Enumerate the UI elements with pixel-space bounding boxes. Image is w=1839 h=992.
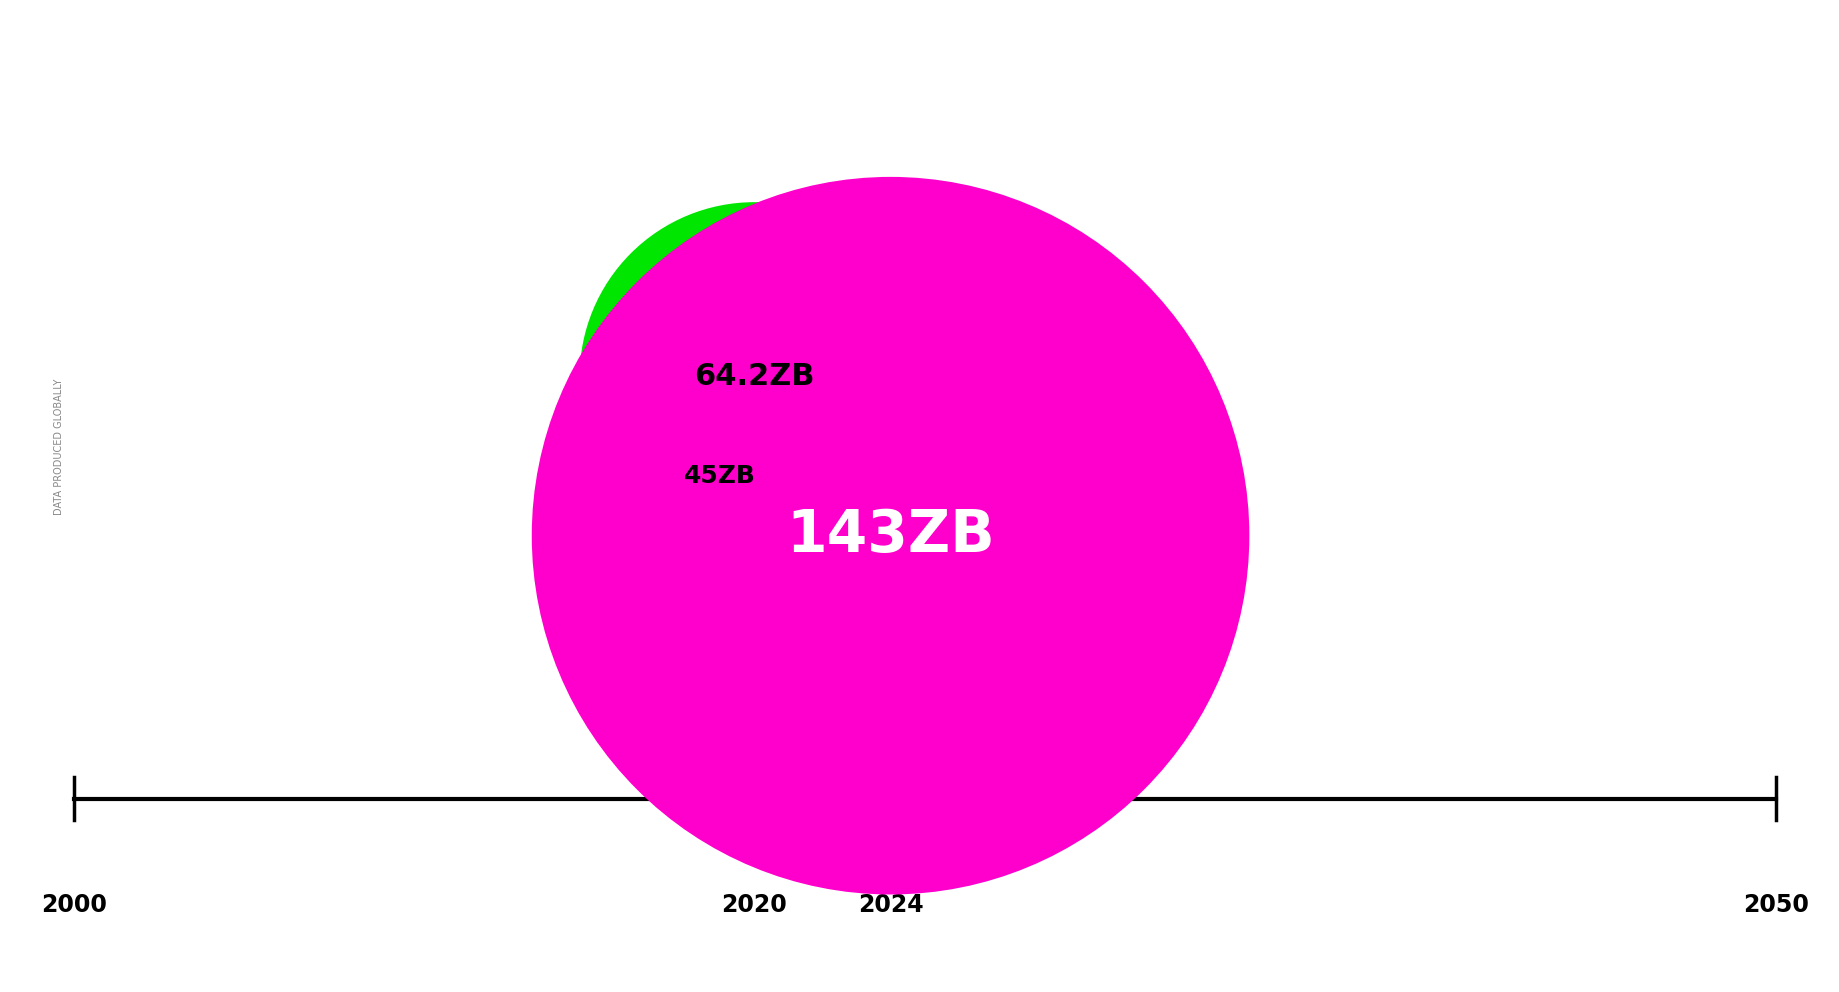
Point — [743, 814, 765, 826]
Point — [63, 771, 85, 783]
Text: 2000: 2000 — [40, 893, 107, 917]
Point — [776, 771, 798, 783]
Text: 2024: 2024 — [857, 893, 923, 917]
Point — [879, 771, 901, 783]
Point — [743, 771, 765, 783]
Ellipse shape — [609, 366, 829, 586]
Point — [708, 814, 730, 826]
Point — [1764, 771, 1786, 783]
Text: 64.2ZB: 64.2ZB — [693, 362, 815, 392]
Text: 2050: 2050 — [1742, 893, 1808, 917]
Point — [776, 814, 798, 826]
Point — [1764, 814, 1786, 826]
Point — [879, 814, 901, 826]
Point — [708, 771, 730, 783]
Ellipse shape — [531, 177, 1249, 895]
Point — [63, 814, 85, 826]
Text: 45ZB: 45ZB — [684, 464, 756, 488]
Ellipse shape — [579, 202, 929, 552]
Text: 2020: 2020 — [721, 893, 787, 917]
Text: DATA PRODUCED GLOBALLY: DATA PRODUCED GLOBALLY — [53, 378, 64, 515]
Text: 143ZB: 143ZB — [785, 507, 995, 564]
